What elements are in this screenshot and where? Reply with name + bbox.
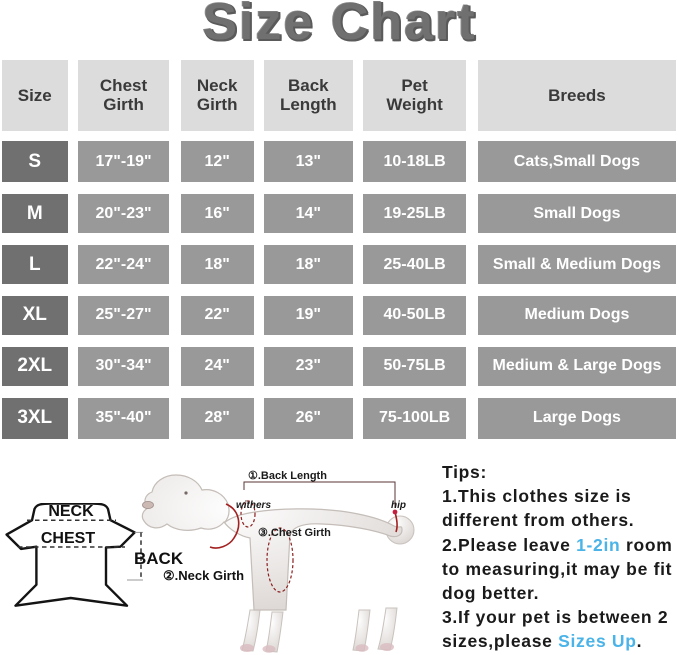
svg-text:hip: hip <box>391 500 406 511</box>
svg-text:CHEST: CHEST <box>41 530 95 547</box>
svg-text:NECK: NECK <box>48 503 94 520</box>
svg-text:①.Back Length: ①.Back Length <box>248 470 327 482</box>
svg-text:withers: withers <box>236 500 271 511</box>
svg-text:③.Chest Girth: ③.Chest Girth <box>258 527 331 539</box>
